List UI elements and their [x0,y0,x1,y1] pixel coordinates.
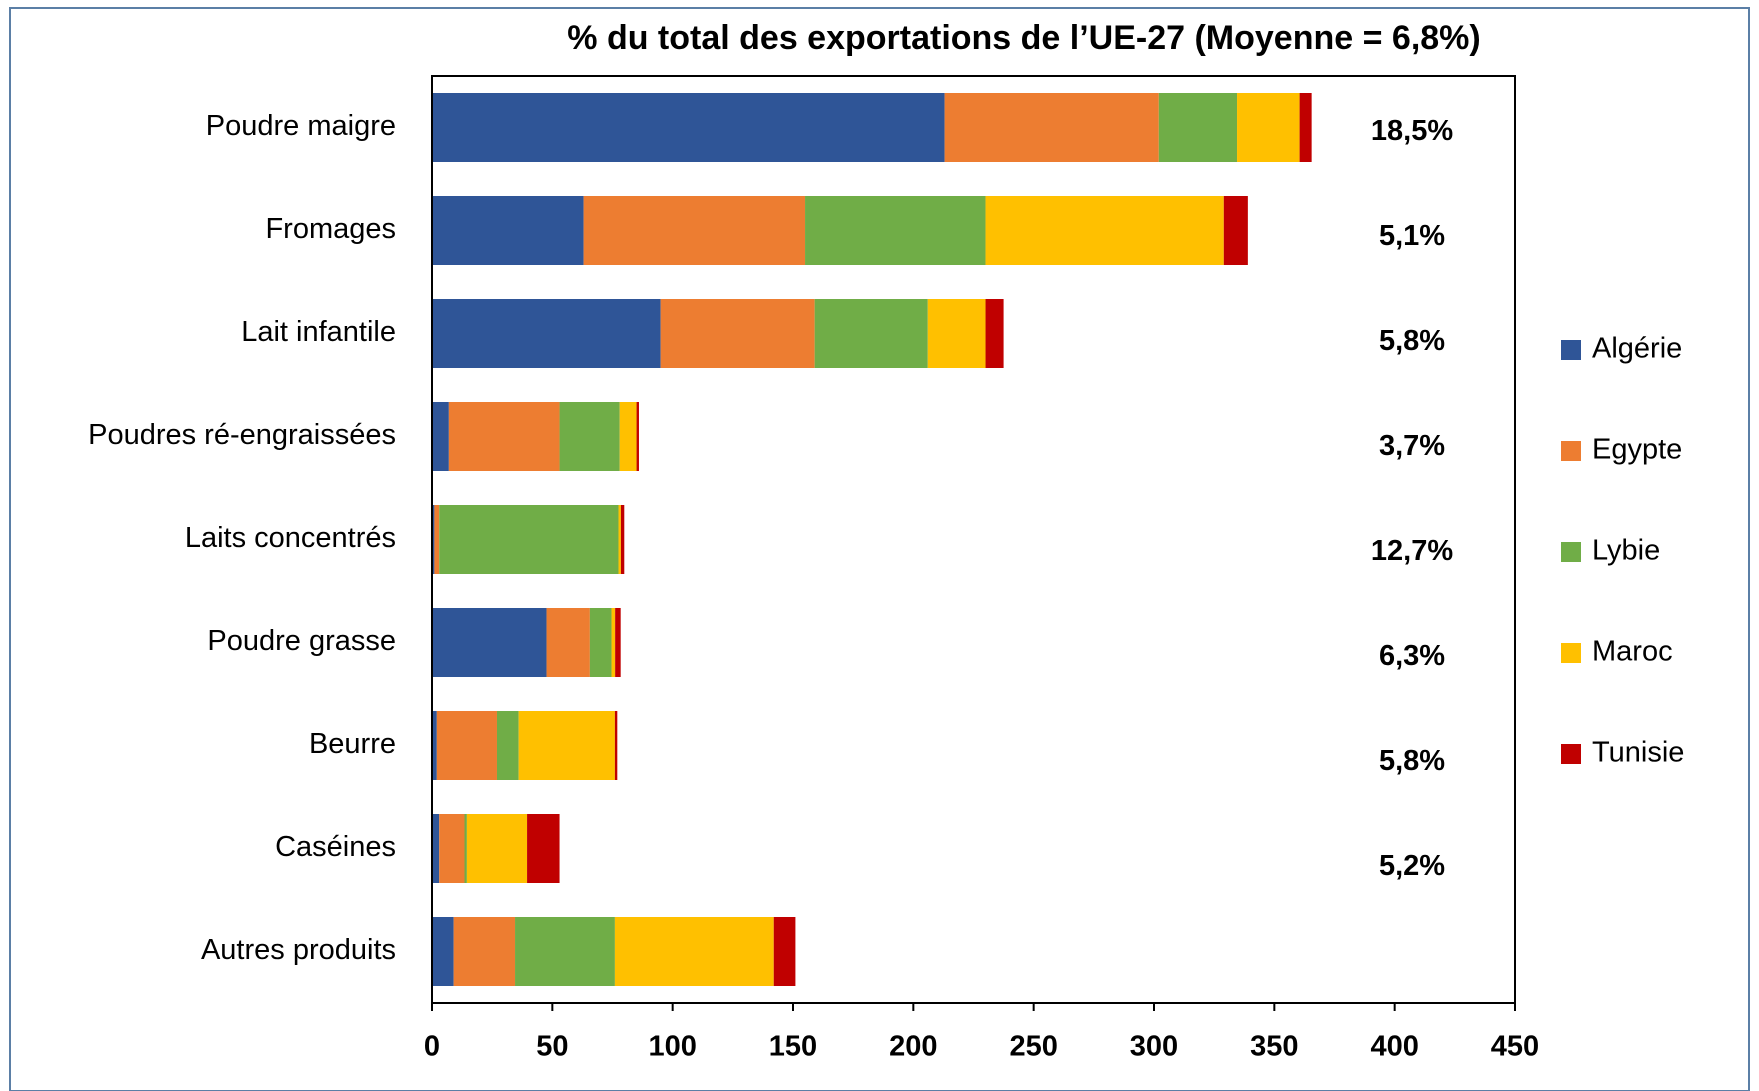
annotation: 5,8% [1379,745,1445,777]
bar-segment [1158,93,1238,162]
bar-segment [448,402,560,471]
y-tick-label: Caséines [275,831,396,863]
legend-label: Tunisie [1592,737,1684,769]
bar-segment [432,196,584,265]
bar-segment [453,917,516,986]
bar-segment [944,93,1159,162]
bar-segment [927,299,986,368]
x-tick-label: 300 [1130,1031,1178,1063]
y-tick-label: Fromages [265,213,396,245]
bar-segment [620,505,625,574]
annotation: 3,7% [1379,430,1445,462]
annotation: 5,8% [1379,325,1445,357]
annotation: 12,7% [1371,535,1453,567]
y-tick-label: Laits concentrés [185,522,396,554]
legend-swatch [1561,643,1581,663]
annotation: 18,5% [1371,115,1453,147]
bar-segment [660,299,815,368]
x-tick-label: 100 [648,1031,696,1063]
bar-segment [432,608,547,677]
bar-segment [619,402,637,471]
legend-label: Maroc [1592,636,1673,668]
bar-segment [466,814,528,883]
bar-segment [614,917,774,986]
annotation: 5,1% [1379,220,1445,252]
bar-segment [618,505,621,574]
legend-swatch [1561,542,1581,562]
bar-segment [432,505,435,574]
annotation: 5,2% [1379,850,1445,882]
bar-segment [615,608,621,677]
bar-segment [1223,196,1248,265]
bar-segment [611,608,616,677]
bar-segment [434,505,440,574]
x-tick-label: 250 [1009,1031,1057,1063]
annotation: 6,3% [1379,640,1445,672]
bar-segment [432,917,454,986]
bar-segment [439,814,465,883]
x-tick-label: 350 [1250,1031,1298,1063]
bar-segment [436,711,497,780]
bar-segment [805,196,986,265]
bar-segment [432,402,449,471]
legend-label: Egypte [1592,434,1682,466]
bar-segment [432,711,437,780]
chart-title: % du total des exportations de l’UE-27 (… [567,19,1480,57]
bar-segment [773,917,796,986]
y-tick-label: Lait infantile [241,316,396,348]
x-tick-label: 450 [1491,1031,1539,1063]
bar-segment [589,608,612,677]
y-tick-label: Poudres ré-engraissées [88,419,396,451]
bar-segment [496,711,519,780]
y-tick-label: Beurre [309,728,396,760]
bar-segment [464,814,467,883]
legend-swatch [1561,441,1581,461]
x-tick-label: 200 [889,1031,937,1063]
bar-segment [614,711,618,780]
bar-segment [518,711,615,780]
legend-label: Algérie [1592,333,1682,365]
bar-segment [527,814,560,883]
x-tick-label: 150 [769,1031,817,1063]
y-tick-label: Poudre maigre [206,110,396,142]
bar-segment [985,196,1224,265]
legend-label: Lybie [1592,535,1660,567]
x-tick-label: 400 [1370,1031,1418,1063]
bar-segment [515,917,615,986]
legend-swatch [1561,340,1581,360]
bar-segment [636,402,639,471]
bar-segment [1299,93,1312,162]
bar-segment [432,814,440,883]
frame [9,7,1750,1091]
bar-segment [432,299,661,368]
y-tick-label: Autres produits [201,934,396,966]
bar-segment [439,505,619,574]
bar-segment [546,608,590,677]
bar-segment [559,402,620,471]
bar-segment [432,93,945,162]
bar-segment [985,299,1004,368]
x-tick-label: 0 [424,1031,440,1063]
bar-segment [583,196,806,265]
bar-segment [1237,93,1300,162]
legend-swatch [1561,744,1581,764]
bar-segment [814,299,928,368]
y-tick-label: Poudre grasse [207,625,396,657]
x-tick-label: 50 [536,1031,568,1063]
plot-frame [431,75,1516,1004]
